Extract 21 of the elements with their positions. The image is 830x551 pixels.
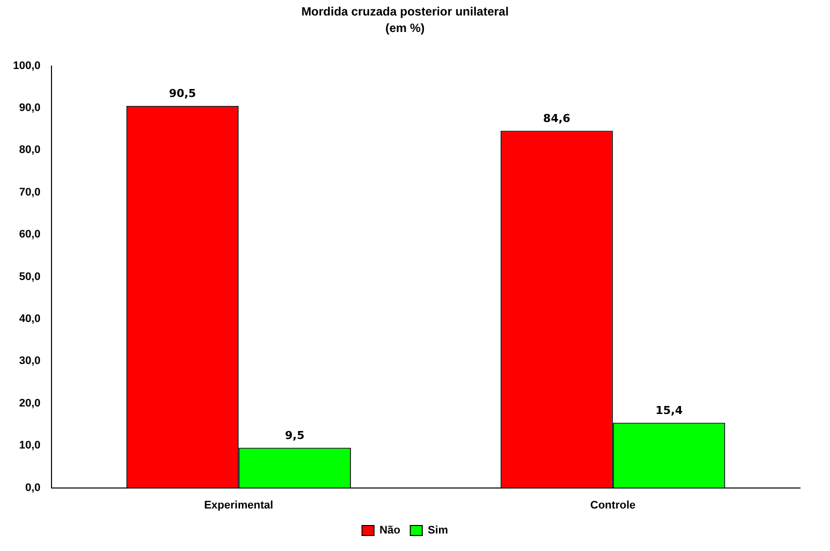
data-label: 15,4 — [655, 404, 683, 418]
y-tick-label: 80,0 — [19, 144, 41, 156]
y-tick-label: 20,0 — [19, 397, 41, 410]
x-tick-label: Experimental — [204, 499, 274, 512]
x-tick-label: Controle — [590, 499, 636, 512]
legend-label: Não — [380, 524, 401, 537]
y-tick-label: 90,0 — [19, 102, 41, 114]
chart-subtitle: (em %) — [385, 20, 425, 35]
y-tick-label: 70,0 — [19, 186, 41, 198]
y-tick-label: 0,0 — [25, 482, 41, 494]
data-label: 90,5 — [168, 87, 196, 100]
legend-label: Sim — [428, 524, 448, 537]
data-label: 9,5 — [285, 429, 305, 442]
y-tick-label: 10,0 — [19, 440, 41, 452]
chart-title: Mordida cruzada posterior unilateral — [301, 4, 509, 19]
y-tick-label: 50,0 — [19, 270, 41, 283]
data-label: 84,6 — [543, 112, 571, 126]
y-tick-label: 40,0 — [19, 313, 41, 326]
y-tick-label: 60,0 — [19, 228, 41, 241]
y-tick-label: 30,0 — [19, 355, 41, 368]
y-tick-label: 100,0 — [12, 60, 41, 72]
